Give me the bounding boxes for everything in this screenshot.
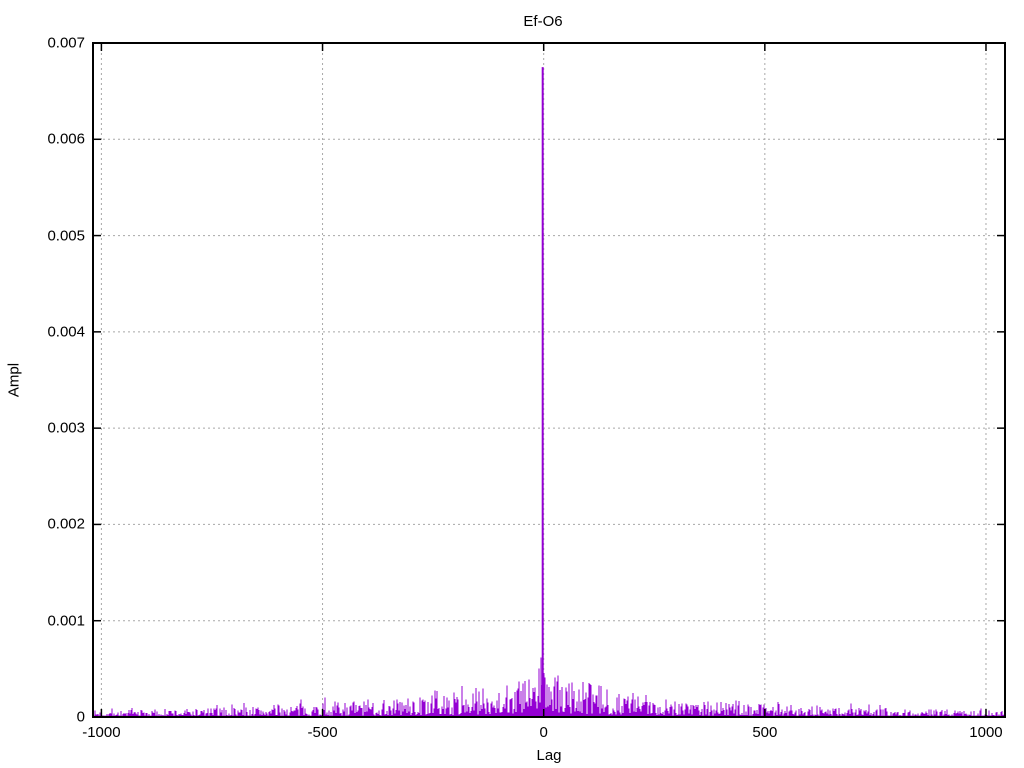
y-tick-label: 0.002	[47, 515, 85, 533]
x-tick-label: -500	[307, 724, 338, 741]
y-tick-label: 0.003	[47, 419, 85, 437]
x-tick-label: 0	[539, 724, 548, 741]
x-tick-label: -1000	[82, 724, 121, 741]
y-axis-label: Ampl	[5, 362, 23, 398]
tick-marks	[93, 42, 1005, 718]
y-tick-label: 0.005	[47, 227, 85, 245]
grid-lines	[93, 43, 1005, 717]
noise-series	[93, 657, 1005, 717]
y-tick-label: 0	[76, 708, 85, 726]
x-axis-label: Lag	[536, 747, 562, 764]
x-tick-label: 1000	[969, 724, 1003, 741]
axis-border	[92, 42, 1006, 718]
y-tick-label: 0.004	[47, 323, 85, 341]
y-tick-label: 0.007	[47, 34, 85, 52]
y-tick-label: 0.006	[47, 130, 85, 148]
x-tick-label: 500	[752, 724, 778, 741]
chart-title: Ef-O6	[523, 13, 563, 30]
y-tick-label: 0.001	[47, 612, 85, 630]
